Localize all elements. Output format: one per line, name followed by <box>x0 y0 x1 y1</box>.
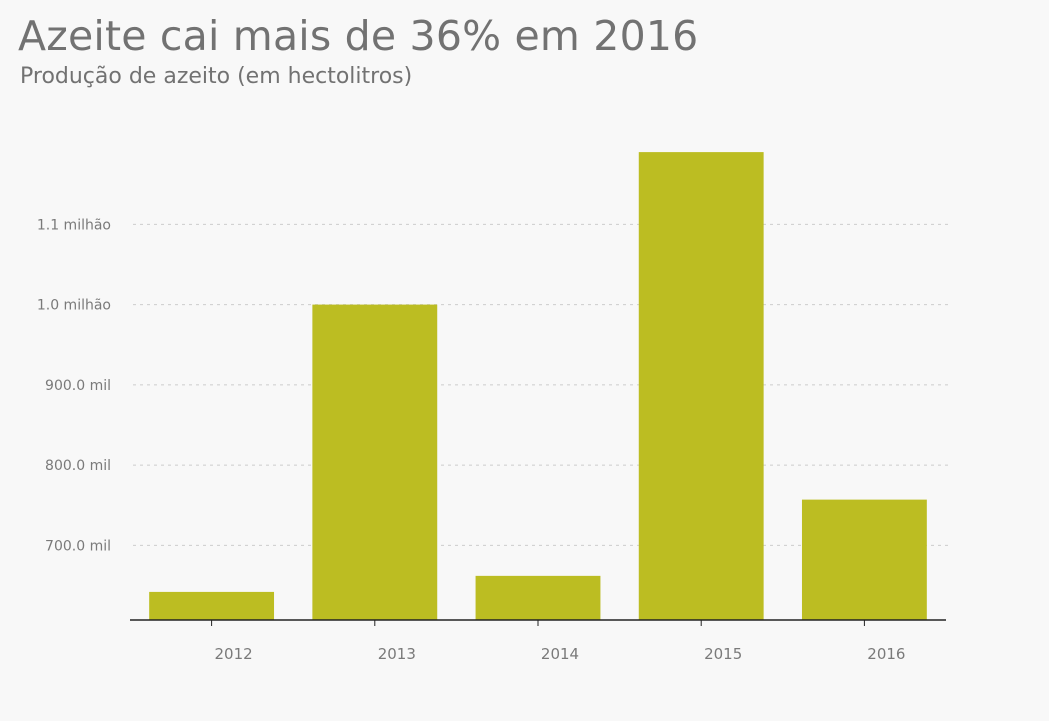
x-tick-label: 2013 <box>378 645 416 663</box>
y-axis-tick-labels: 700.0 mil 800.0 mil 900.0 mil 1.0 milhão 1.1… <box>37 217 111 554</box>
chart-title: Azeite cai mais de 36% em 2016 <box>18 12 699 60</box>
y-tick-label: 1.0 milhão <box>37 298 111 314</box>
bar-2016 <box>801 499 927 620</box>
bar-2015 <box>638 152 764 620</box>
x-axis-ticks <box>211 620 865 626</box>
x-tick-label: 2014 <box>541 645 579 663</box>
x-axis-tick-labels: 2012 2013 2014 2015 2016 <box>215 645 906 663</box>
y-tick-label: 1.1 milhão <box>37 217 111 233</box>
y-tick-label: 700.0 mil <box>45 538 111 554</box>
bar-2012 <box>149 591 275 620</box>
y-tick-label: 900.0 mil <box>45 378 111 394</box>
x-tick-label: 2016 <box>867 645 905 663</box>
y-tick-label: 800.0 mil <box>45 458 111 474</box>
gridlines <box>133 223 948 546</box>
x-tick-label: 2012 <box>215 645 253 663</box>
x-tick-label: 2015 <box>704 645 742 663</box>
chart-subtitle: Produção de azeito (em hectolitros) <box>20 64 413 89</box>
bar-2014 <box>475 575 601 620</box>
bar-2013 <box>312 304 438 620</box>
bars <box>149 152 927 620</box>
